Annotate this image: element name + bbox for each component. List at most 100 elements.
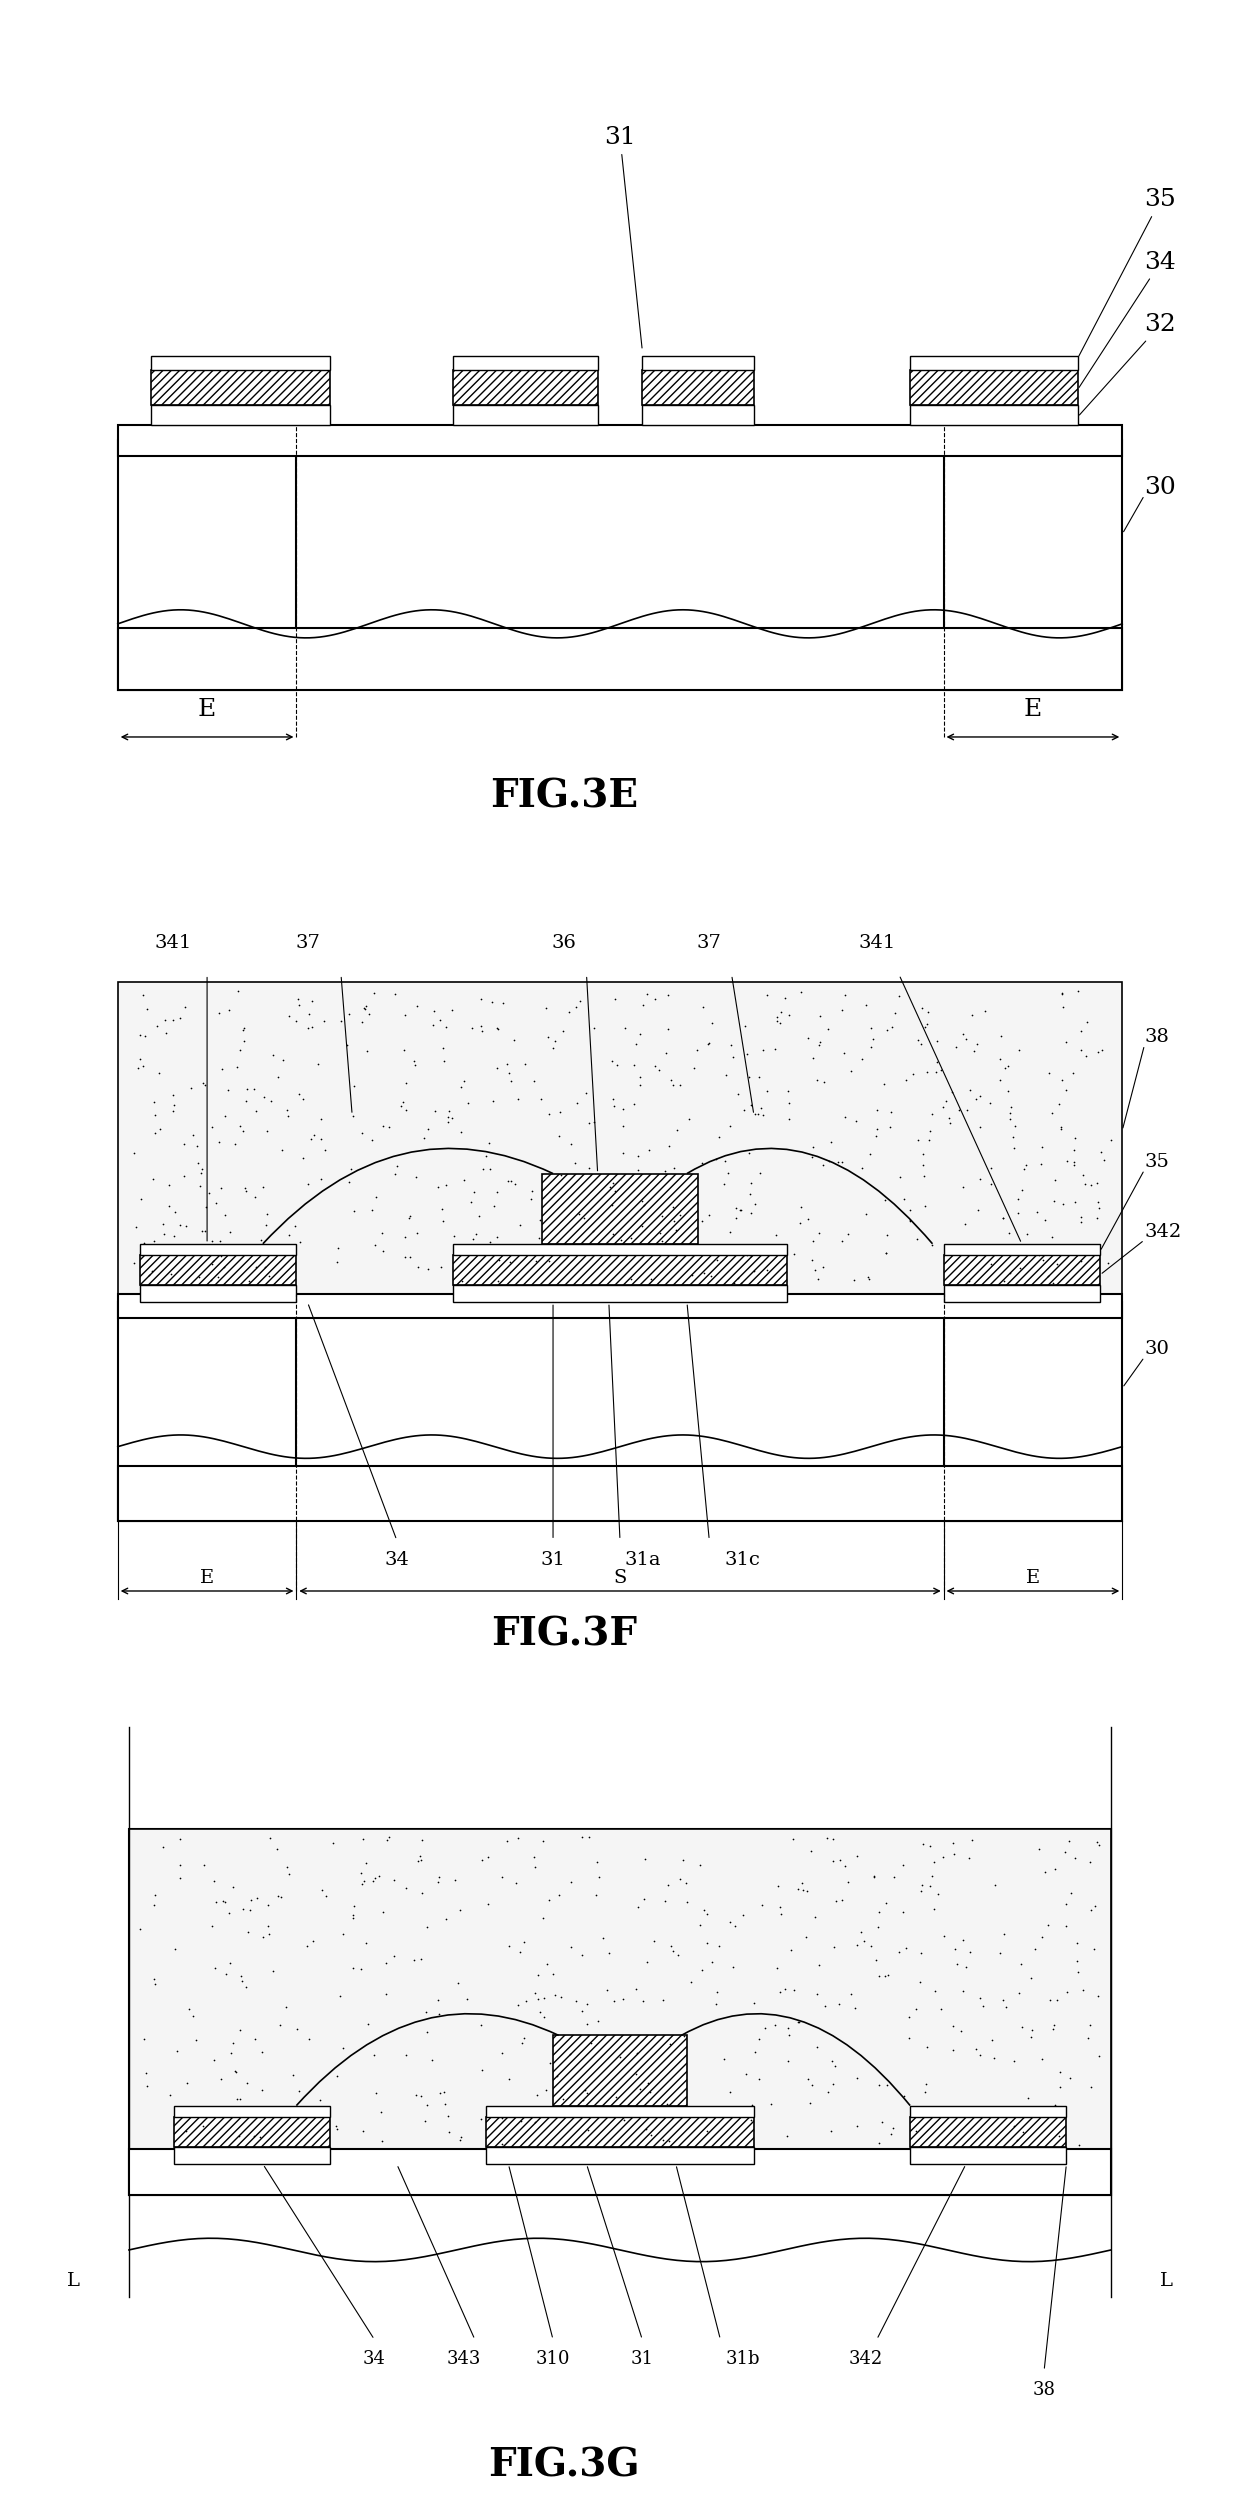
- Point: [853, 1920, 873, 1961]
- Point: [653, 1981, 673, 2021]
- Point: [326, 2056, 346, 2097]
- Point: [1032, 1915, 1052, 1956]
- Point: [537, 1943, 557, 1983]
- Point: [1048, 2092, 1068, 2132]
- Point: [875, 1180, 895, 1221]
- Point: [807, 1973, 827, 2014]
- Point: [975, 992, 994, 1032]
- Point: [216, 1953, 236, 1993]
- Point: [279, 1855, 299, 1895]
- Point: [645, 1047, 665, 1087]
- Point: [414, 1118, 434, 1158]
- Bar: [453, 1243, 787, 1256]
- Point: [429, 1993, 449, 2034]
- Bar: [174, 2147, 330, 2165]
- Point: [405, 1045, 425, 1085]
- Point: [1078, 2019, 1097, 2059]
- Point: [278, 2152, 298, 2192]
- Point: [239, 1890, 259, 1931]
- Point: [399, 1198, 419, 1238]
- Point: [610, 2036, 630, 2077]
- Point: [236, 1966, 255, 2006]
- Point: [954, 1971, 973, 2011]
- Point: [945, 1928, 965, 1968]
- Point: [273, 1040, 293, 1080]
- Point: [343, 1191, 363, 1231]
- Point: [665, 1201, 684, 1241]
- Point: [263, 1034, 283, 1075]
- Point: [498, 1052, 518, 1092]
- Point: [920, 1865, 940, 1905]
- Point: [485, 1186, 505, 1226]
- Point: [899, 2019, 919, 2059]
- Point: [179, 1988, 198, 2029]
- Point: [847, 2107, 867, 2147]
- Point: [804, 1037, 823, 1077]
- Point: [931, 1050, 951, 1090]
- Point: [734, 1090, 754, 1130]
- Point: [492, 2124, 512, 2165]
- Point: [732, 1191, 751, 1231]
- Point: [526, 2102, 546, 2142]
- Point: [1101, 1120, 1121, 1160]
- Point: [273, 1231, 293, 1271]
- Point: [926, 1042, 946, 1082]
- Point: [903, 1055, 923, 1095]
- Point: [249, 2117, 269, 2157]
- Point: [164, 1216, 184, 1256]
- Point: [889, 1933, 909, 1973]
- Point: [697, 1923, 717, 1963]
- Point: [405, 1158, 425, 1198]
- Point: [847, 2059, 867, 2099]
- Point: [1085, 1885, 1105, 1926]
- Point: [999, 1213, 1019, 1253]
- Point: [565, 1143, 585, 1183]
- Point: [614, 2099, 634, 2139]
- Point: [955, 1203, 975, 1243]
- Point: [867, 1090, 887, 1130]
- Point: [687, 1029, 707, 1070]
- Point: [761, 2084, 781, 2124]
- Point: [677, 1883, 697, 1923]
- Point: [396, 1236, 415, 1276]
- Point: [923, 1226, 942, 1266]
- Point: [351, 1853, 371, 1893]
- Point: [404, 1941, 424, 1981]
- Text: 36: 36: [552, 934, 577, 951]
- Point: [316, 1875, 336, 1915]
- Point: [925, 1971, 945, 2011]
- Point: [149, 1052, 169, 1092]
- Point: [832, 1221, 852, 1261]
- Point: [942, 2029, 962, 2069]
- Point: [998, 1072, 1018, 1113]
- Point: [526, 1847, 546, 1888]
- Point: [981, 1163, 1001, 1203]
- Point: [549, 1875, 569, 1915]
- Point: [1033, 1238, 1053, 1279]
- Point: [439, 1102, 459, 1143]
- Point: [587, 1842, 606, 1883]
- Point: [957, 1090, 977, 1130]
- Point: [285, 2097, 305, 2137]
- Point: [844, 1988, 864, 2029]
- Point: [775, 1968, 795, 2009]
- Point: [650, 1213, 670, 1253]
- Point: [1011, 1231, 1030, 1271]
- Point: [940, 1102, 960, 1143]
- Point: [737, 1034, 756, 1075]
- Point: [232, 1956, 252, 1996]
- Point: [852, 1148, 872, 1188]
- Point: [723, 1037, 743, 1077]
- Point: [523, 1837, 543, 1878]
- Point: [392, 1087, 412, 1128]
- Point: [268, 1875, 288, 1915]
- Point: [525, 1973, 544, 2014]
- Point: [567, 1981, 587, 2021]
- Point: [161, 1253, 181, 1294]
- Point: [471, 2099, 491, 2139]
- Point: [1069, 2124, 1089, 2165]
- Point: [436, 1007, 456, 1047]
- Point: [723, 2144, 743, 2185]
- Point: [176, 987, 196, 1027]
- Point: [1056, 1022, 1076, 1062]
